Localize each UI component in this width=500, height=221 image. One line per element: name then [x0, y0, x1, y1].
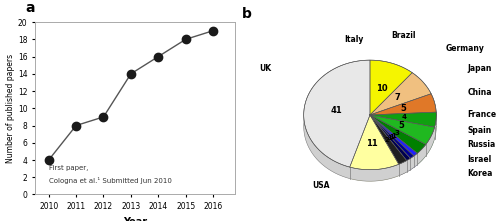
Text: b: b: [242, 7, 252, 21]
Text: UK: UK: [259, 65, 271, 73]
Text: Israel: Israel: [467, 155, 491, 164]
Polygon shape: [418, 145, 426, 165]
Polygon shape: [350, 115, 399, 170]
Text: First paper,: First paper,: [48, 165, 88, 171]
Polygon shape: [370, 115, 418, 156]
Text: a: a: [25, 1, 34, 15]
Text: 41: 41: [330, 106, 342, 115]
Polygon shape: [304, 113, 350, 179]
Y-axis label: Number of published papers: Number of published papers: [6, 54, 15, 163]
Polygon shape: [370, 115, 406, 164]
Text: China: China: [467, 88, 491, 97]
Text: Brazil: Brazil: [392, 31, 416, 40]
X-axis label: Year: Year: [123, 217, 147, 221]
Text: 3: 3: [394, 130, 400, 136]
Text: France: France: [467, 110, 496, 119]
Text: USA: USA: [312, 181, 330, 190]
Text: 5: 5: [399, 122, 404, 130]
Text: 4: 4: [402, 114, 407, 120]
Polygon shape: [370, 115, 434, 145]
Text: 7: 7: [395, 93, 400, 102]
Polygon shape: [370, 94, 436, 115]
Polygon shape: [304, 60, 370, 167]
Polygon shape: [370, 115, 426, 153]
Text: Korea: Korea: [467, 169, 492, 178]
Text: 1: 1: [390, 134, 394, 140]
Polygon shape: [434, 112, 436, 139]
Polygon shape: [399, 161, 406, 176]
Text: 1: 1: [392, 133, 396, 139]
Text: Germany: Germany: [445, 44, 484, 53]
Polygon shape: [426, 127, 434, 156]
Polygon shape: [304, 72, 436, 181]
Text: 1: 1: [388, 135, 392, 141]
Text: 5: 5: [400, 104, 406, 113]
Text: 11: 11: [366, 139, 378, 148]
Text: Italy: Italy: [344, 35, 364, 44]
Text: Cologna et al.¹ Submitted Jun 2010: Cologna et al.¹ Submitted Jun 2010: [48, 177, 172, 184]
Text: 2: 2: [384, 137, 390, 143]
Polygon shape: [410, 156, 414, 170]
Polygon shape: [370, 60, 412, 115]
Text: 10: 10: [376, 84, 388, 93]
Polygon shape: [370, 115, 410, 161]
Text: Japan: Japan: [467, 65, 491, 73]
Polygon shape: [370, 112, 436, 127]
Text: Russia: Russia: [467, 141, 496, 149]
Polygon shape: [370, 115, 414, 158]
Polygon shape: [414, 153, 418, 168]
Text: Spain: Spain: [467, 126, 491, 135]
Polygon shape: [406, 158, 410, 172]
Polygon shape: [370, 73, 431, 115]
Polygon shape: [350, 164, 399, 181]
